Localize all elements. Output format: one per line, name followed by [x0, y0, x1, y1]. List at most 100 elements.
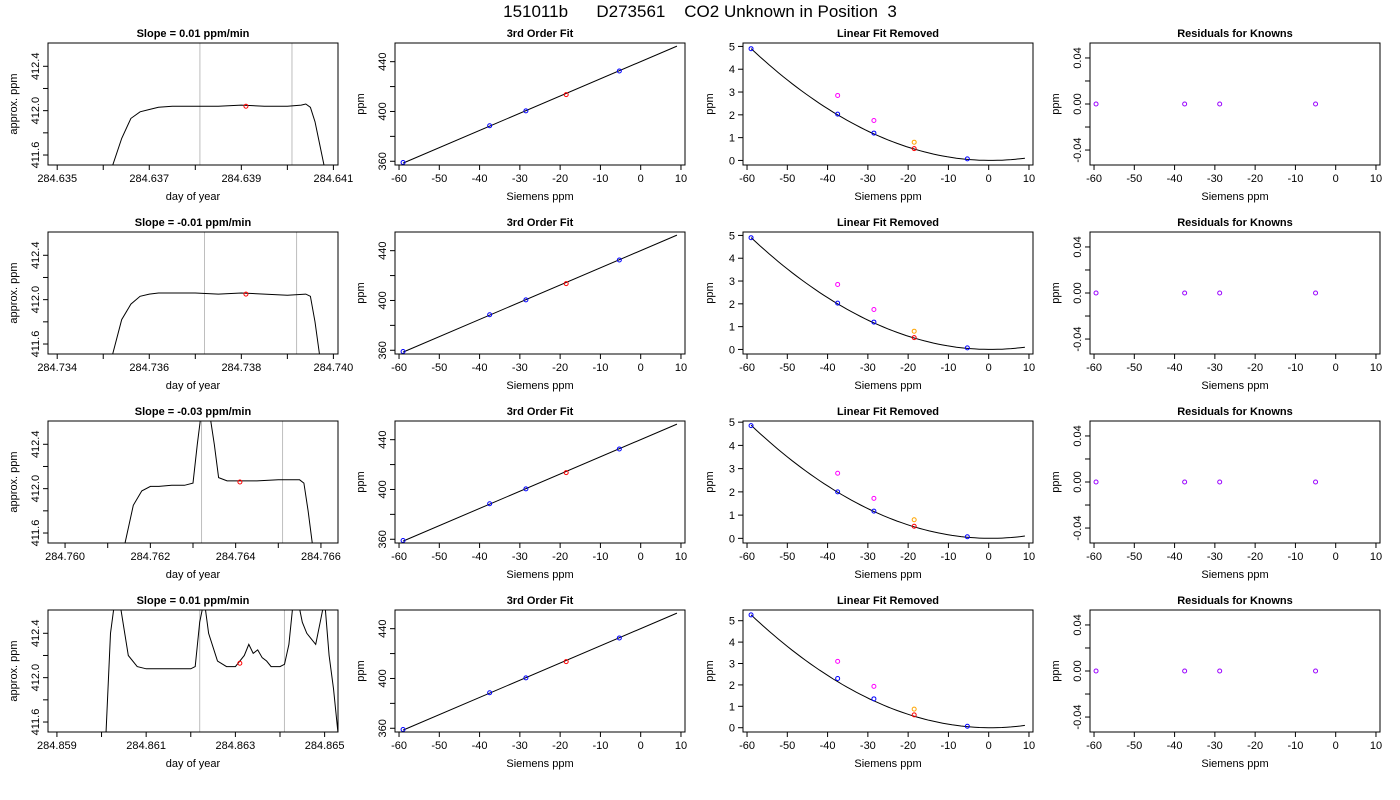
panel-r1-fit: 3rd Order Fit -60 -50 -40 -30 -20 -10 0 10 Siemen… — [355, 28, 687, 203]
co2-trace-line — [112, 103, 325, 165]
y-tick-label: 2 — [729, 110, 735, 122]
x-tick-label: 0 — [986, 173, 992, 185]
x-tick-label: -10 — [592, 740, 608, 752]
x-tick-label: -40 — [820, 362, 836, 374]
plot-frame — [1089, 42, 1381, 166]
unknown-point — [911, 146, 917, 152]
x-tick-label: -60 — [1086, 173, 1102, 185]
panel-r1-trace: Slope = 0.01 ppm/min 284.635 284.637 284.63… — [8, 28, 353, 203]
plot-area — [748, 423, 1025, 540]
x-axis-label: Siemens ppm — [1201, 758, 1268, 770]
y-axis-label: approx. ppm — [8, 262, 20, 323]
x-tick-label: -30 — [1207, 740, 1223, 752]
plot-frame — [1089, 420, 1381, 544]
panel-title: Linear Fit Removed — [837, 406, 939, 418]
x-axis-label: Siemens ppm — [506, 569, 573, 581]
x-tick-label: 284.738 — [221, 362, 261, 374]
plot-area — [748, 235, 1025, 351]
residual-point — [1313, 290, 1319, 296]
y-tick-label: 0 — [729, 533, 735, 545]
x-tick-label: -60 — [391, 551, 407, 563]
plot-area — [1093, 101, 1319, 107]
standard-point — [871, 319, 877, 325]
standard-point — [964, 723, 970, 729]
y-tick-label: 0.00 — [1072, 93, 1084, 114]
fit-curve — [750, 237, 1025, 350]
plot-area — [1093, 479, 1319, 485]
x-axis-label: Siemens ppm — [1201, 380, 1268, 392]
panel-r2-linear-removed: Linear Fit Removed-60 -50 -40 -30 -20 -10 0 10S… — [704, 217, 1035, 392]
plot-frame — [47, 42, 339, 166]
x-tick-label: -30 — [860, 362, 876, 374]
x-tick-label: -50 — [779, 740, 795, 752]
plot-frame — [47, 609, 339, 733]
panel-title: Residuals for Knowns — [1177, 28, 1293, 40]
residual-point — [1217, 479, 1223, 485]
x-tick-label: 284.740 — [314, 362, 354, 374]
panel-title: Linear Fit Removed — [837, 595, 939, 607]
standard-point — [964, 345, 970, 351]
y-tick-label: -0.04 — [1072, 326, 1084, 351]
plot-area — [400, 423, 678, 543]
x-tick-label: -60 — [391, 173, 407, 185]
y-tick-label: 5 — [729, 616, 735, 628]
panel-r1-linear-removed: Linear Fit Removed-60 -50 -40 -30 -20 -10 0 10S… — [704, 28, 1035, 203]
x-tick-label: 284.635 — [37, 173, 77, 185]
mean-marker-point — [237, 479, 243, 485]
mean-marker-point — [243, 103, 249, 109]
y-tick-label: 412.0 — [30, 97, 42, 125]
y-tick-label: 1 — [729, 701, 735, 713]
y-tick-label: 440 — [377, 430, 389, 448]
unknown-raw-point — [911, 706, 917, 712]
x-tick-label: -10 — [1287, 173, 1303, 185]
x-tick-label: 284.637 — [129, 173, 169, 185]
y-axis-label: ppm — [704, 660, 716, 681]
x-tick-label: 284.760 — [45, 551, 85, 563]
residual-point — [1217, 290, 1223, 296]
x-tick-label: 0 — [1333, 740, 1339, 752]
x-tick-label: 10 — [1023, 551, 1035, 563]
x-tick-label: 0 — [638, 173, 644, 185]
x-tick-label: -50 — [431, 362, 447, 374]
raw-standard-point — [835, 658, 841, 664]
x-tick-label: 0 — [986, 362, 992, 374]
residual-point — [1182, 290, 1188, 296]
figure-title: 151011b D273561 CO2 Unknown in Position … — [503, 2, 897, 21]
plot-area — [124, 421, 313, 543]
standard-point — [871, 508, 877, 514]
y-tick-label: 1 — [729, 510, 735, 522]
panel-r4-residuals: Residuals for Knowns -60 -50 -40 -30 -20 -10 0 1… — [1050, 595, 1382, 770]
x-tick-label: 0 — [1333, 551, 1339, 563]
residual-point — [1313, 668, 1319, 674]
x-axis-label: Siemens ppm — [506, 380, 573, 392]
residual-point — [1093, 668, 1099, 674]
standard-point — [964, 534, 970, 540]
x-tick-label: 0 — [638, 740, 644, 752]
unknown-raw-point — [911, 139, 917, 145]
plot-area — [400, 234, 678, 354]
co2-trace-line — [105, 610, 338, 732]
raw-standard-point — [835, 470, 841, 476]
y-axis-label: ppm — [704, 282, 716, 303]
fit-curve — [750, 614, 1025, 729]
panel-title: Linear Fit Removed — [837, 217, 939, 229]
x-tick-label: -40 — [820, 173, 836, 185]
y-tick-label: 412.0 — [30, 664, 42, 692]
panel-title: Linear Fit Removed — [837, 28, 939, 40]
y-tick-label: 412.4 — [30, 53, 42, 81]
panel-grid: Slope = 0.01 ppm/min 284.635 284.637 284.63… — [8, 28, 1382, 770]
unknown-point — [563, 470, 569, 476]
x-tick-label: -50 — [779, 551, 795, 563]
plot-frame — [1089, 609, 1381, 733]
y-tick-label: 360 — [377, 341, 389, 359]
raw-standard-point — [871, 118, 877, 124]
standard-point — [835, 675, 841, 681]
panel-title: 3rd Order Fit — [507, 406, 574, 418]
x-tick-label: -40 — [472, 362, 488, 374]
y-axis-label: ppm — [355, 660, 367, 681]
y-tick-label: 360 — [377, 719, 389, 737]
panel-r3-residuals: Residuals for Knowns -60 -50 -40 -30 -20 -10 0 1… — [1050, 406, 1382, 581]
x-tick-label: -20 — [552, 551, 568, 563]
x-tick-label: -30 — [860, 551, 876, 563]
x-tick-label: 284.766 — [301, 551, 341, 563]
